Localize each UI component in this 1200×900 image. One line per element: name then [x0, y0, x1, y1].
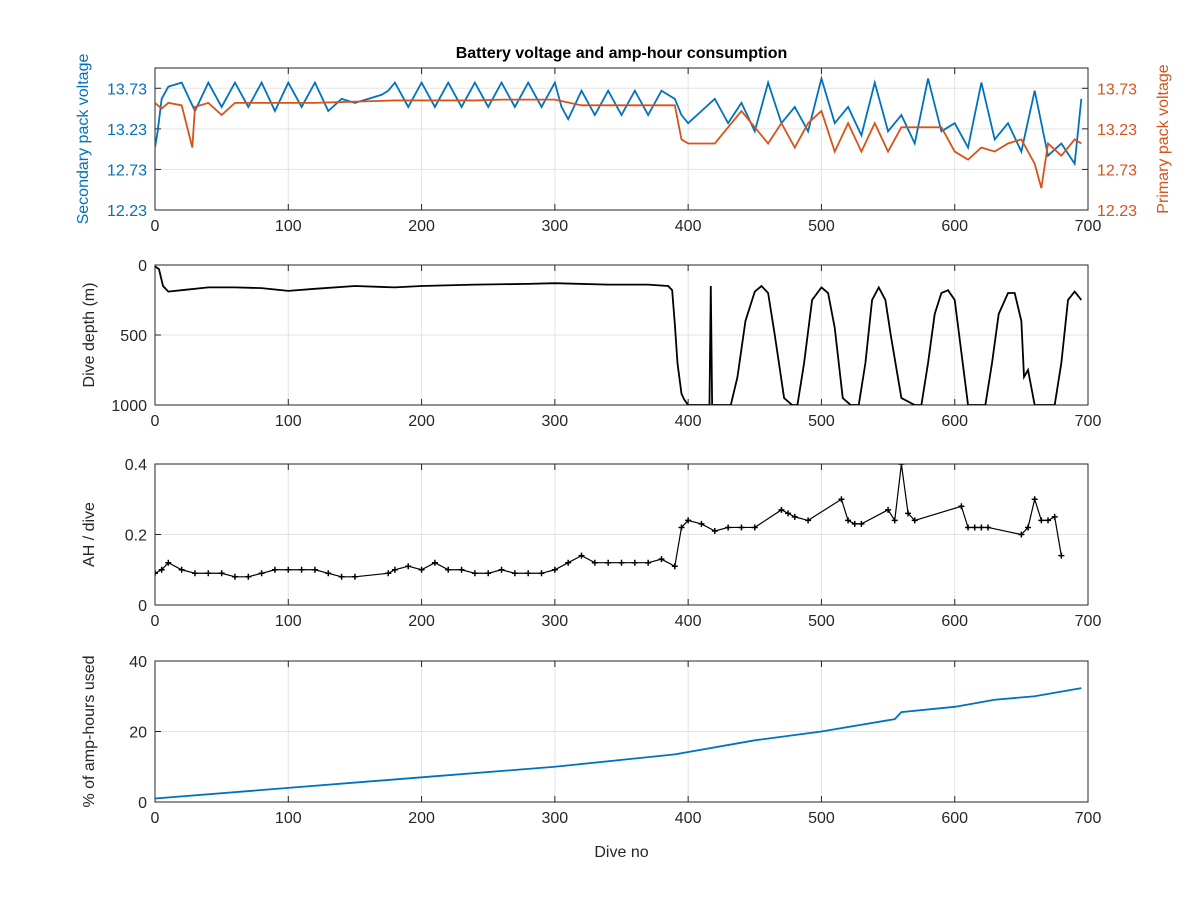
- y-tick-label: 0: [138, 258, 147, 275]
- y-tick-label: 12.23: [107, 203, 147, 220]
- x-tick-label: 400: [675, 218, 702, 235]
- x-tick-label: 200: [408, 810, 435, 827]
- x-tick-label: 300: [542, 218, 569, 235]
- x-tick-label: 600: [941, 413, 968, 430]
- y-tick-label: 13.23: [107, 122, 147, 139]
- ah-point: [155, 570, 158, 577]
- x-tick-label: 500: [808, 413, 835, 430]
- x-tick-label: 100: [275, 413, 302, 430]
- x-tick-label: 0: [151, 413, 160, 430]
- y-axis-label-left: Secondary pack voltage: [75, 54, 92, 225]
- x-tick-label: 700: [1075, 218, 1102, 235]
- x-tick-label: 0: [151, 613, 160, 630]
- y-tick-label: 0: [138, 598, 147, 615]
- x-tick-label: 500: [808, 613, 835, 630]
- y-tick-label: 13.73: [107, 81, 147, 98]
- x-tick-label: 400: [675, 413, 702, 430]
- x-tick-label: 400: [675, 613, 702, 630]
- x-tick-label: 500: [808, 810, 835, 827]
- y-axis-label: Dive depth (m): [81, 283, 98, 388]
- x-tick-label: 700: [1075, 413, 1102, 430]
- x-tick-label: 100: [275, 810, 302, 827]
- y-tick-label: 1000: [111, 398, 147, 415]
- x-axis-label: Dive no: [594, 844, 648, 861]
- y-tick-label: 0.2: [125, 528, 147, 545]
- x-tick-label: 0: [151, 810, 160, 827]
- y-right-tick-label: 12.73: [1097, 162, 1137, 179]
- x-tick-label: 100: [275, 218, 302, 235]
- ah-series: [155, 464, 1065, 580]
- y-tick-label: 40: [129, 654, 147, 671]
- y-axis-label: % of amp-hours used: [81, 655, 98, 807]
- percent-used-panel: 0 100 200 300 400 500 600 700 0 20 40 % of amp-hour…: [81, 654, 1101, 861]
- ah-per-dive-panel: 0 100 200 300 400 500 600 700 0 0.2 0.4 AH / dive: [81, 457, 1101, 630]
- x-tick-label: 700: [1075, 613, 1102, 630]
- secondary-pack-voltage-line: [155, 75, 1083, 167]
- y-right-tick-label: 13.23: [1097, 122, 1137, 139]
- chart-title: Battery voltage and amp-hour consumption: [456, 45, 788, 62]
- x-tick-label: 200: [408, 218, 435, 235]
- x-tick-label: 700: [1075, 810, 1102, 827]
- y-tick-label: 0: [138, 795, 147, 812]
- x-tick-label: 500: [808, 218, 835, 235]
- x-tick-label: 300: [542, 810, 569, 827]
- x-tick-label: 300: [542, 413, 569, 430]
- y-right-tick-label: 13.73: [1097, 81, 1137, 98]
- x-tick-label: 200: [408, 613, 435, 630]
- primary-pack-voltage-line: [155, 98, 1082, 189]
- x-tick-label: 600: [941, 810, 968, 827]
- depth-panel: 0 100 200 300 400 500 600 700 0 500 1000 Dive depth…: [81, 258, 1101, 430]
- ah-trace: [155, 464, 1062, 578]
- voltage-panel: 0 100 200 300 400 500 600 70012.2312.7313.2313.…: [75, 45, 1172, 235]
- y-axis-label-right: Primary pack voltage: [1155, 64, 1172, 213]
- y-tick-label: 500: [120, 328, 147, 345]
- y-right-tick-label: 12.23: [1097, 203, 1137, 220]
- x-tick-label: 600: [941, 218, 968, 235]
- y-tick-label: 12.73: [107, 162, 147, 179]
- x-tick-label: 200: [408, 413, 435, 430]
- series-line: [155, 687, 1082, 800]
- x-tick-label: 300: [542, 613, 569, 630]
- x-tick-label: 0: [151, 218, 160, 235]
- x-tick-label: 400: [675, 810, 702, 827]
- x-tick-label: 600: [941, 613, 968, 630]
- series-line: [155, 265, 1083, 405]
- y-tick-label: 20: [129, 725, 147, 742]
- y-tick-label: 0.4: [125, 457, 147, 474]
- x-tick-label: 100: [275, 613, 302, 630]
- axes-frame: [154, 67, 1089, 211]
- y-axis-label: AH / dive: [81, 502, 98, 567]
